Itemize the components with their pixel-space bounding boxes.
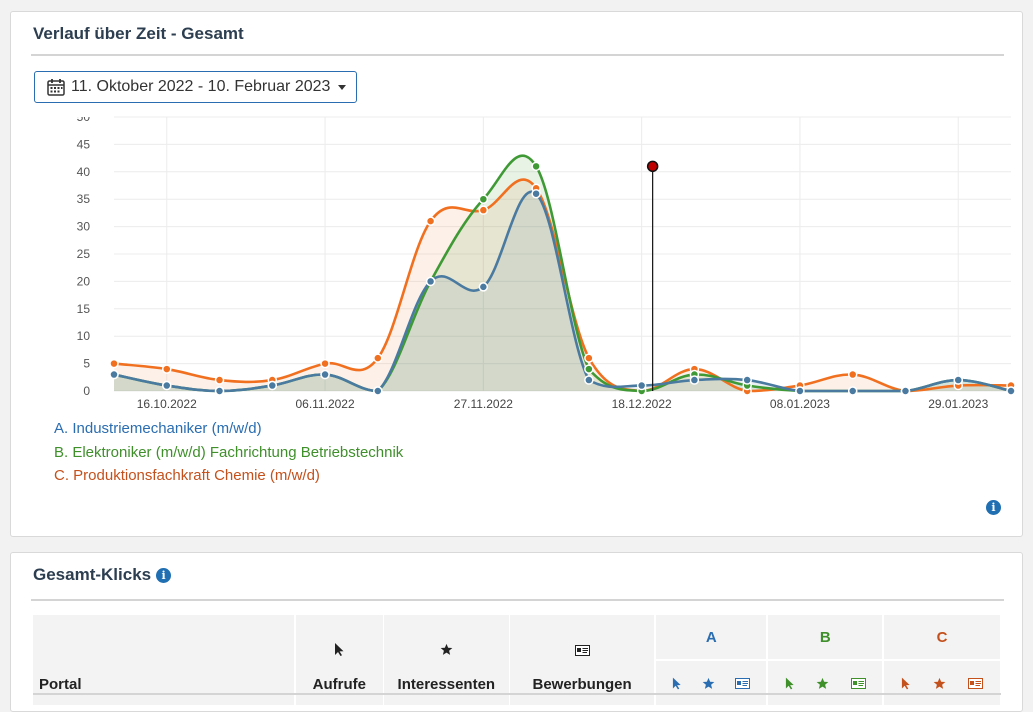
data-point-a[interactable] xyxy=(531,188,541,199)
data-point-c[interactable] xyxy=(109,358,119,369)
y-tick-label: 30 xyxy=(77,220,91,234)
data-point-a[interactable] xyxy=(214,386,225,396)
data-point-a[interactable] xyxy=(1006,386,1016,396)
group-c-header[interactable]: C xyxy=(882,615,1002,660)
calendar-icon xyxy=(47,79,65,96)
legend-item-a[interactable]: A. Industriemechaniker (m/w/d) xyxy=(54,420,262,437)
group-a-header[interactable]: A xyxy=(654,615,768,660)
chart-legend: A. Industriemechaniker (m/w/d) B. Elektr… xyxy=(54,417,403,488)
legend-item-c[interactable]: C. Produktionsfachkraft Chemie (m/w/d) xyxy=(54,467,320,484)
data-point-c[interactable] xyxy=(373,353,383,363)
table-divider xyxy=(33,693,1001,695)
timeline-title: Verlauf über Zeit - Gesamt xyxy=(33,24,244,43)
y-tick-label: 5 xyxy=(83,357,90,371)
data-point-c[interactable] xyxy=(162,364,172,374)
data-point-c[interactable] xyxy=(425,216,436,226)
data-point-a[interactable] xyxy=(320,369,330,380)
x-tick-label: 27.11.2022 xyxy=(454,397,513,411)
group-b-subheaders xyxy=(766,659,884,705)
data-point-c[interactable] xyxy=(214,375,225,385)
data-point-a[interactable] xyxy=(478,282,489,292)
data-point-a[interactable] xyxy=(584,375,594,385)
data-point-c[interactable] xyxy=(478,205,489,215)
date-range-label: 11. Oktober 2022 - 10. Februar 2023 xyxy=(71,78,331,95)
caret-down-icon xyxy=(338,84,347,90)
column-bewerbungen-label: Bewerbungen xyxy=(532,676,632,693)
star-icon[interactable] xyxy=(702,677,715,690)
y-tick-label: 15 xyxy=(77,302,91,316)
cursor-icon xyxy=(334,643,344,656)
y-tick-label: 45 xyxy=(77,137,91,151)
group-c-subheaders xyxy=(882,659,1002,705)
id-card-icon[interactable] xyxy=(735,677,751,689)
data-point-a[interactable] xyxy=(795,386,805,396)
column-aufrufe[interactable]: Aufrufe xyxy=(294,615,384,705)
cursor-icon[interactable] xyxy=(785,677,795,690)
annotation-marker[interactable] xyxy=(646,160,659,173)
timeline-chart: 0 5 10 15 20 25 30 35 40 45 50 16.10.2022 06.11.2022… xyxy=(77,110,1016,411)
data-point-a[interactable] xyxy=(373,386,383,396)
clicks-title: Gesamt-Klicks i xyxy=(33,565,172,585)
group-a-subheaders xyxy=(654,659,768,705)
info-icon[interactable]: i xyxy=(986,500,1001,515)
star-icon[interactable] xyxy=(933,677,946,690)
data-point-a[interactable] xyxy=(162,380,172,391)
x-tick-label: 06.11.2022 xyxy=(295,397,354,411)
x-tick-label: 08.01.2023 xyxy=(770,397,830,411)
data-point-a[interactable] xyxy=(425,276,436,287)
y-tick-label: 50 xyxy=(77,110,91,124)
y-tick-label: 10 xyxy=(77,329,91,343)
cursor-icon[interactable] xyxy=(901,677,911,690)
column-interessenten-label: Interessenten xyxy=(397,676,496,693)
series-area-a xyxy=(114,191,1011,391)
star-icon xyxy=(440,643,453,655)
title-divider xyxy=(31,54,1004,56)
title-divider xyxy=(31,599,1004,601)
y-tick-label: 25 xyxy=(77,247,91,261)
data-point-c[interactable] xyxy=(847,369,858,380)
data-point-b[interactable] xyxy=(584,364,594,374)
id-card-icon[interactable] xyxy=(850,677,866,689)
data-point-a[interactable] xyxy=(900,386,911,396)
column-bewerbungen[interactable]: Bewerbungen xyxy=(509,615,656,705)
data-point-c[interactable] xyxy=(320,358,330,369)
data-point-b[interactable] xyxy=(531,161,541,172)
column-interessenten[interactable]: Interessenten xyxy=(383,615,510,705)
data-point-a[interactable] xyxy=(636,380,647,391)
clicks-title-text: Gesamt-Klicks xyxy=(33,565,152,584)
info-icon[interactable]: i xyxy=(156,567,172,583)
clicks-table: Portal Aufrufe Interessenten Bewerbungen… xyxy=(33,615,1002,705)
clicks-panel: Gesamt-Klicks i Portal Aufrufe Interesse… xyxy=(10,552,1023,712)
date-range-button[interactable]: 11. Oktober 2022 - 10. Februar 2023 xyxy=(34,71,358,103)
y-tick-label: 20 xyxy=(77,274,91,288)
data-point-a[interactable] xyxy=(109,369,119,380)
id-card-icon xyxy=(574,645,590,656)
y-tick-label: 40 xyxy=(77,165,91,179)
id-card-icon[interactable] xyxy=(968,677,984,689)
data-point-a[interactable] xyxy=(953,375,963,385)
column-portal[interactable]: Portal xyxy=(33,615,296,705)
data-point-c[interactable] xyxy=(584,353,594,363)
x-tick-label: 18.12.2022 xyxy=(612,397,672,411)
data-point-a[interactable] xyxy=(742,375,752,385)
timeline-panel: Verlauf über Zeit - Gesamt 11. Oktober 2… xyxy=(10,11,1023,537)
star-icon[interactable] xyxy=(816,677,829,690)
y-tick-label: 0 xyxy=(83,384,90,398)
group-b-header[interactable]: B xyxy=(766,615,884,660)
data-point-a[interactable] xyxy=(847,386,858,396)
cursor-icon[interactable] xyxy=(672,677,682,690)
column-aufrufe-label: Aufrufe xyxy=(312,676,366,693)
data-point-b[interactable] xyxy=(478,194,489,204)
x-tick-label: 29.01.2023 xyxy=(928,397,988,411)
legend-item-b[interactable]: B. Elektroniker (m/w/d) Fachrichtung Bet… xyxy=(54,443,404,461)
data-point-a[interactable] xyxy=(267,380,278,391)
y-tick-label: 35 xyxy=(77,192,91,206)
x-tick-label: 16.10.2022 xyxy=(137,397,197,411)
data-point-a[interactable] xyxy=(689,375,700,385)
